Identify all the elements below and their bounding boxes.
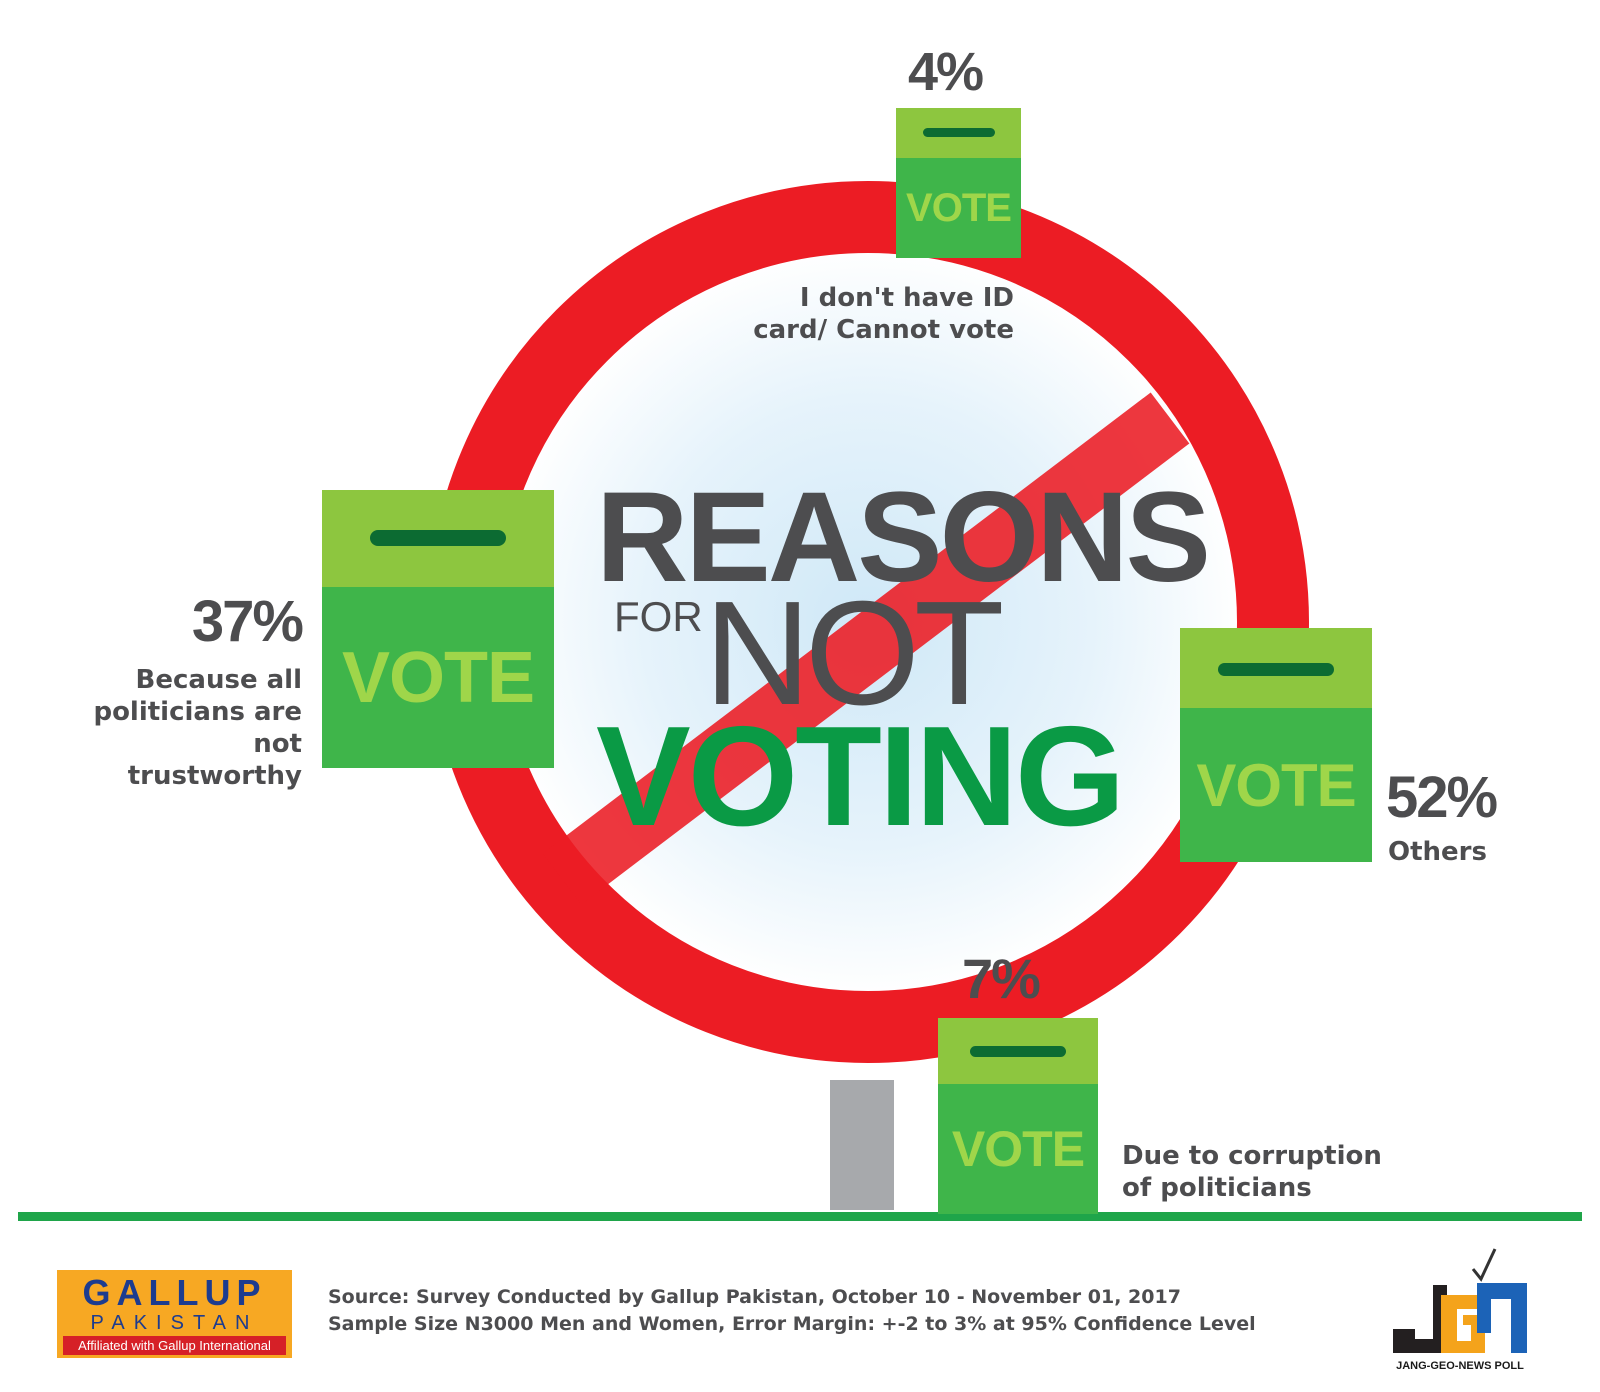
box-vote-label: VOTE xyxy=(951,1121,1085,1177)
value-label-corruption: 7% xyxy=(962,947,1041,1010)
box-vote-label: VOTE xyxy=(1196,751,1356,819)
reason-line: politicians are not xyxy=(93,697,302,759)
sign-slash xyxy=(542,392,1190,905)
box-body: VOTE xyxy=(938,1084,1098,1214)
gallup-logo-line2: PAKISTAN xyxy=(90,1312,259,1334)
vote-box-id-card: VOTE xyxy=(896,108,1021,258)
box-body: VOTE xyxy=(896,158,1021,258)
box-slot xyxy=(370,530,506,546)
reason-line: I don't have ID xyxy=(799,283,1014,313)
gallup-logo-line3: Affiliated with Gallup International xyxy=(63,1336,286,1355)
reason-line: Others xyxy=(1388,837,1487,867)
gallup-logo-line1: GALLUP xyxy=(82,1272,267,1313)
title-not: NOT xyxy=(704,571,1004,736)
title-voting: VOTING xyxy=(596,697,1125,856)
jgn-logo-icon xyxy=(1393,1248,1527,1353)
vote-box-corruption: VOTE xyxy=(938,1018,1098,1214)
reason-line: of politicians xyxy=(1122,1173,1312,1203)
reason-line: card/ Cannot vote xyxy=(753,315,1014,345)
reason-line: Because all xyxy=(135,665,302,695)
box-slot xyxy=(970,1046,1066,1057)
gallup-pakistan-logo: GALLUP PAKISTAN Affiliated with Gallup I… xyxy=(57,1270,292,1358)
reason-label-id-card: I don't have ID card/ Cannot vote xyxy=(720,282,1014,346)
box-vote-label: VOTE xyxy=(906,185,1012,230)
source-note: Source: Survey Conducted by Gallup Pakis… xyxy=(328,1286,1181,1308)
box-vote-label: VOTE xyxy=(341,637,535,718)
value-label-id-card: 4% xyxy=(908,42,984,102)
vote-box-trustworthy: VOTE xyxy=(322,490,554,768)
vote-box-others: VOTE xyxy=(1180,628,1372,862)
reason-line: trustworthy xyxy=(127,761,302,791)
box-slot xyxy=(1218,663,1334,676)
value-label-trustworthy: 37% xyxy=(191,589,304,654)
reason-label-trustworthy: Because all politicians are not trustwor… xyxy=(40,664,302,792)
sign-post xyxy=(830,1080,894,1210)
box-body: VOTE xyxy=(322,587,554,768)
title-for: FOR xyxy=(614,593,703,640)
value-label-others: 52% xyxy=(1386,765,1498,830)
sample-note: Sample Size N3000 Men and Women, Error M… xyxy=(328,1313,1256,1335)
box-body: VOTE xyxy=(1180,708,1372,862)
reason-label-corruption: Due to corruption of politicians xyxy=(1122,1140,1382,1204)
ground-line xyxy=(18,1212,1582,1221)
reason-label-others: Others xyxy=(1388,836,1487,868)
reason-line: Due to corruption xyxy=(1122,1141,1382,1171)
jgn-caption: JANG-GEO-NEWS POLL xyxy=(1396,1360,1524,1372)
title-reasons: REASONS xyxy=(596,466,1211,609)
box-slot xyxy=(923,128,995,137)
